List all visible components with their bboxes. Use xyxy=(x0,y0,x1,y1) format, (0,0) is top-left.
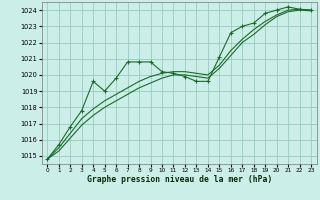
X-axis label: Graphe pression niveau de la mer (hPa): Graphe pression niveau de la mer (hPa) xyxy=(87,175,272,184)
